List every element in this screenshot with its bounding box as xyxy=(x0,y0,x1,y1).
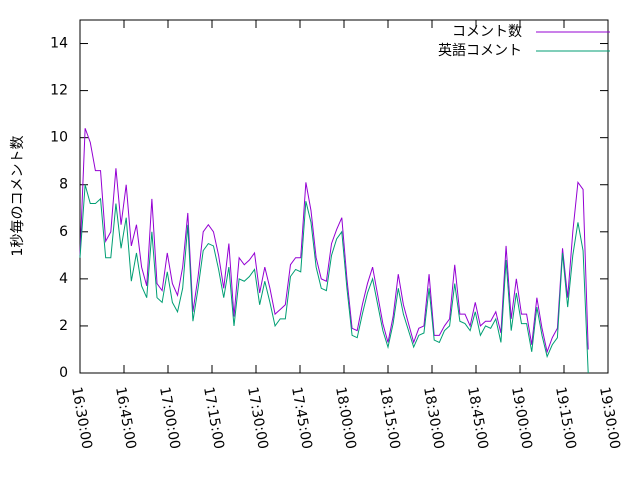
x-tick-label: 18:15:00 xyxy=(376,386,403,451)
x-tick-label: 19:15:00 xyxy=(552,386,579,451)
x-tick-label: 16:30:00 xyxy=(68,386,95,451)
x-tick-label: 19:30:00 xyxy=(596,386,623,451)
y-tick-label: 8 xyxy=(59,177,68,193)
y-tick-label: 0 xyxy=(59,365,68,381)
legend-label: 英語コメント xyxy=(438,42,522,59)
x-tick-label: 18:30:00 xyxy=(420,386,447,451)
x-tick-label: 17:15:00 xyxy=(200,386,227,451)
x-tick-label: 18:45:00 xyxy=(464,386,491,451)
y-tick-label: 4 xyxy=(59,271,68,287)
legend-label: コメント数 xyxy=(452,24,522,40)
y-tick-label: 6 xyxy=(59,224,68,240)
x-tick-label: 18:00:00 xyxy=(332,386,359,451)
x-tick-label: 19:00:00 xyxy=(508,386,535,451)
x-tick-label: 17:30:00 xyxy=(244,386,271,451)
x-tick-label: 17:45:00 xyxy=(288,386,315,451)
y-tick-label: 10 xyxy=(50,130,68,146)
x-tick-label: 16:45:00 xyxy=(112,386,139,451)
series-line xyxy=(79,128,589,354)
y-tick-label: 14 xyxy=(50,36,68,52)
x-tick-label: 17:00:00 xyxy=(156,386,183,451)
y-tick-label: 12 xyxy=(50,83,68,99)
y-axis-label: 1秒毎のコメント数 xyxy=(10,136,26,257)
y-tick-label: 2 xyxy=(59,318,68,334)
series-line xyxy=(79,184,589,374)
plot-frame xyxy=(79,19,609,374)
